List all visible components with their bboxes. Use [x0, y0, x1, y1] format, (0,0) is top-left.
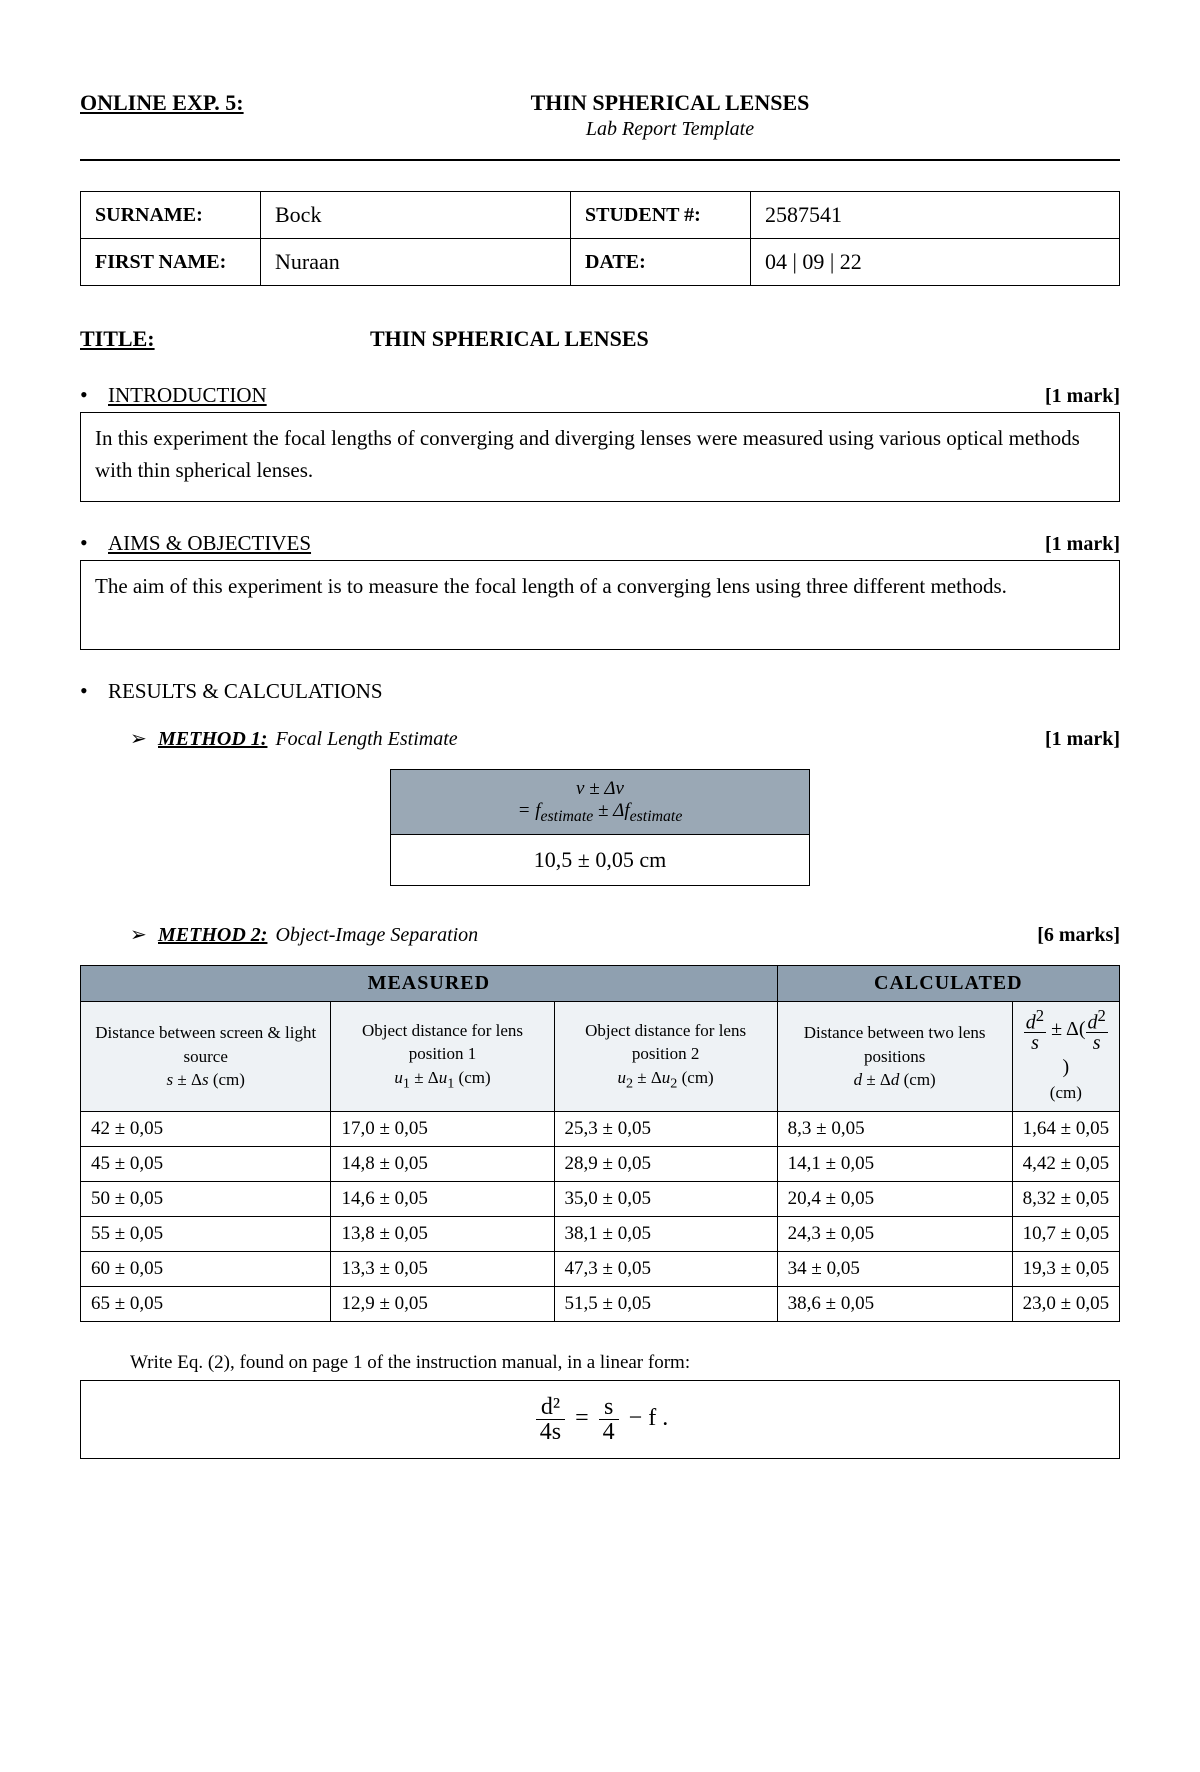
table-cell: 10,7 ± 0,05 — [1012, 1217, 1119, 1252]
surname-value: Bock — [261, 192, 571, 239]
table-row: 50 ± 0,0514,6 ± 0,0535,0 ± 0,0520,4 ± 0,… — [81, 1182, 1120, 1217]
table-cell: 65 ± 0,05 — [81, 1287, 331, 1322]
table-cell: 8,3 ± 0,05 — [777, 1112, 1012, 1147]
table-cell: 23,0 ± 0,05 — [1012, 1287, 1119, 1322]
results-heading: RESULTS & CALCULATIONS — [108, 679, 383, 704]
table-row: 60 ± 0,0513,3 ± 0,0547,3 ± 0,0534 ± 0,05… — [81, 1252, 1120, 1287]
table-cell: 35,0 ± 0,05 — [554, 1182, 777, 1217]
method1-header-text: v ± Δv= festimate ± Δfestimate — [518, 778, 683, 821]
table-cell: 25,3 ± 0,05 — [554, 1112, 777, 1147]
intro-heading-row: • INTRODUCTION [1 mark] — [80, 382, 1120, 408]
method2-marks: [6 marks] — [1037, 924, 1120, 947]
intro-heading: INTRODUCTION — [108, 383, 1045, 408]
table-row: 42 ± 0,0517,0 ± 0,0525,3 ± 0,058,3 ± 0,0… — [81, 1112, 1120, 1147]
bullet-icon: • — [80, 678, 108, 704]
firstname-value: Nuraan — [261, 239, 571, 286]
table-cell: 19,3 ± 0,05 — [1012, 1252, 1119, 1287]
col1-header: Distance between screen & light sources … — [81, 1001, 331, 1111]
intro-box: In this experiment the focal lengths of … — [80, 412, 1120, 502]
table-cell: 13,3 ± 0,05 — [331, 1252, 554, 1287]
experiment-label: ONLINE EXP. 5: — [80, 90, 370, 116]
col5-header: d2s ± Δ(d2s)(cm) — [1012, 1001, 1119, 1111]
aims-box: The aim of this experiment is to measure… — [80, 560, 1120, 650]
title-value: THIN SPHERICAL LENSES — [370, 326, 649, 352]
equation-label: Write Eq. (2), found on page 1 of the in… — [130, 1352, 1120, 1374]
date-value: 04 | 09 | 22 — [751, 239, 1120, 286]
student-info-table: SURNAME: Bock STUDENT #: 2587541 FIRST N… — [80, 191, 1120, 286]
table-cell: 4,42 ± 0,05 — [1012, 1147, 1119, 1182]
method2-row: ➢ METHOD 2: Object-Image Separation [6 m… — [130, 922, 1120, 947]
equation-box: d²4s = s4 − f . — [80, 1380, 1120, 1459]
group-measured: MEASURED — [81, 965, 778, 1001]
results-heading-row: • RESULTS & CALCULATIONS — [80, 678, 1120, 704]
student-num-label: STUDENT #: — [571, 192, 751, 239]
table-cell: 14,8 ± 0,05 — [331, 1147, 554, 1182]
fraction-s-4: s4 — [599, 1395, 619, 1444]
table-cell: 50 ± 0,05 — [81, 1182, 331, 1217]
main-title: THIN SPHERICAL LENSES — [370, 90, 970, 116]
table-cell: 12,9 ± 0,05 — [331, 1287, 554, 1322]
bullet-icon: • — [80, 530, 108, 556]
col3-header: Object distance for lens position 2u2 ± … — [554, 1001, 777, 1111]
title-label: TITLE: — [80, 326, 370, 352]
method1-table: v ± Δv= festimate ± Δfestimate 10,5 ± 0,… — [390, 769, 810, 886]
table-cell: 42 ± 0,05 — [81, 1112, 331, 1147]
table-cell: 24,3 ± 0,05 — [777, 1217, 1012, 1252]
table-row: 55 ± 0,0513,8 ± 0,0538,1 ± 0,0524,3 ± 0,… — [81, 1217, 1120, 1252]
table-cell: 20,4 ± 0,05 — [777, 1182, 1012, 1217]
method1-header: v ± Δv= festimate ± Δfestimate — [391, 770, 810, 835]
table-cell: 34 ± 0,05 — [777, 1252, 1012, 1287]
method2-label: METHOD 2: — [158, 924, 267, 947]
table-cell: 8,32 ± 0,05 — [1012, 1182, 1119, 1217]
arrow-icon: ➢ — [130, 922, 158, 947]
table-row: 65 ± 0,0512,9 ± 0,0551,5 ± 0,0538,6 ± 0,… — [81, 1287, 1120, 1322]
aims-heading-row: • AIMS & OBJECTIVES [1 mark] — [80, 530, 1120, 556]
divider — [80, 159, 1120, 161]
group-calculated: CALCULATED — [777, 965, 1119, 1001]
subtitle: Lab Report Template — [370, 118, 970, 141]
table-cell: 38,6 ± 0,05 — [777, 1287, 1012, 1322]
method2-desc: Object-Image Separation — [275, 924, 1037, 947]
table-cell: 60 ± 0,05 — [81, 1252, 331, 1287]
col2-header: Object distance for lens position 1u1 ± … — [331, 1001, 554, 1111]
table-cell: 45 ± 0,05 — [81, 1147, 331, 1182]
method1-label: METHOD 1: — [158, 728, 267, 751]
firstname-label: FIRST NAME: — [81, 239, 261, 286]
table-cell: 38,1 ± 0,05 — [554, 1217, 777, 1252]
intro-marks: [1 mark] — [1045, 385, 1120, 408]
arrow-icon: ➢ — [130, 726, 158, 751]
table-cell: 14,1 ± 0,05 — [777, 1147, 1012, 1182]
table-cell: 1,64 ± 0,05 — [1012, 1112, 1119, 1147]
table-cell: 47,3 ± 0,05 — [554, 1252, 777, 1287]
bullet-icon: • — [80, 382, 108, 408]
table-cell: 51,5 ± 0,05 — [554, 1287, 777, 1322]
aims-heading: AIMS & OBJECTIVES — [108, 531, 1045, 556]
table-row: 45 ± 0,0514,8 ± 0,0528,9 ± 0,0514,1 ± 0,… — [81, 1147, 1120, 1182]
student-num-value: 2587541 — [751, 192, 1120, 239]
method2-table: MEASURED CALCULATED Distance between scr… — [80, 965, 1120, 1322]
table-cell: 13,8 ± 0,05 — [331, 1217, 554, 1252]
aims-marks: [1 mark] — [1045, 533, 1120, 556]
method1-marks: [1 mark] — [1045, 728, 1120, 751]
title-section: TITLE: THIN SPHERICAL LENSES — [80, 326, 1120, 352]
fraction-d2-4s: d²4s — [536, 1395, 565, 1444]
method1-desc: Focal Length Estimate — [275, 728, 1045, 751]
surname-label: SURNAME: — [81, 192, 261, 239]
table-cell: 14,6 ± 0,05 — [331, 1182, 554, 1217]
table-cell: 28,9 ± 0,05 — [554, 1147, 777, 1182]
table-cell: 55 ± 0,05 — [81, 1217, 331, 1252]
col4-header: Distance between two lens positionsd ± Δ… — [777, 1001, 1012, 1111]
table-cell: 17,0 ± 0,05 — [331, 1112, 554, 1147]
method1-row: ➢ METHOD 1: Focal Length Estimate [1 mar… — [130, 726, 1120, 751]
date-label: DATE: — [571, 239, 751, 286]
method1-value: 10,5 ± 0,05 cm — [391, 834, 810, 885]
page-header: ONLINE EXP. 5: THIN SPHERICAL LENSES Lab… — [80, 90, 1120, 141]
